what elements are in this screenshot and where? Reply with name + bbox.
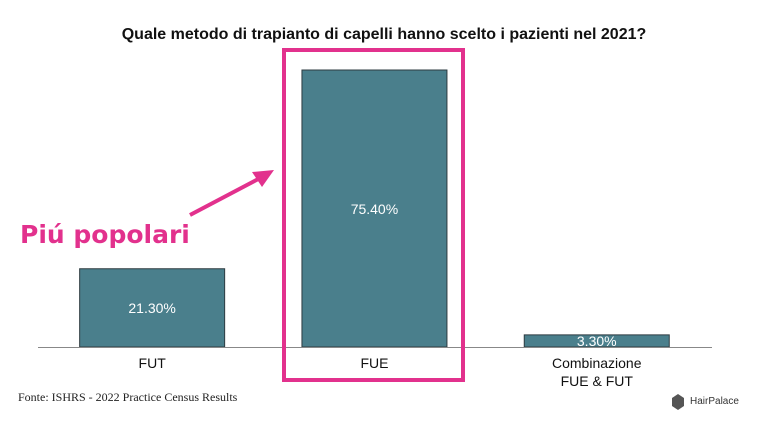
value-label: 21.30%	[128, 299, 176, 316]
arrow	[189, 174, 265, 217]
x-tick-label: FUT	[138, 355, 166, 371]
value-label: 75.40%	[350, 200, 399, 217]
highlight-box	[282, 48, 465, 382]
logo-icon	[672, 394, 684, 410]
bar	[301, 69, 448, 348]
chart-title: Quale metodo di trapianto di capelli han…	[121, 26, 647, 43]
value-label: 3.30%	[576, 332, 617, 349]
logo: HairPalace	[690, 396, 739, 407]
arrow-head	[252, 170, 274, 187]
annotation: Piú popolari	[20, 220, 190, 249]
source: Fonte: ISHRS - 2022 Practice Census Resu…	[18, 390, 238, 404]
x-tick-label: FUE	[360, 355, 389, 371]
bar	[79, 268, 226, 348]
x-tick-label: Combinazione FUE & FUT	[552, 355, 642, 389]
